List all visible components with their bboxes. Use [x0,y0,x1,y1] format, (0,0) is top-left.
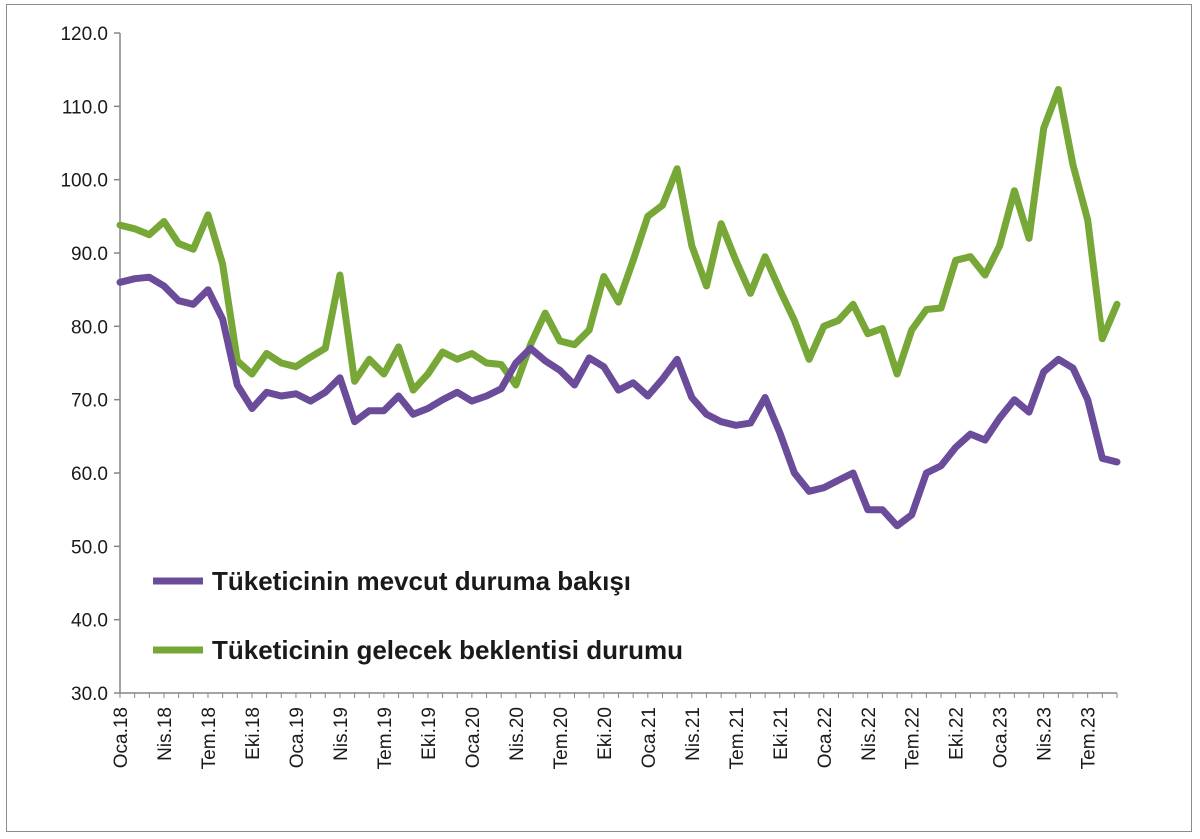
y-tick-label: 80.0 [71,317,108,338]
x-tick-label: Oca.18 [111,707,132,768]
legend: Tüketicinin mevcut duruma bakışı Tüketic… [153,566,683,665]
x-tick-label: Tem.22 [903,707,924,769]
y-tick-label: 60.0 [71,464,108,485]
y-tick-label: 90.0 [71,244,108,265]
legend-label-current: Tüketicinin mevcut duruma bakışı [212,566,631,596]
y-tick-label: 120.0 [60,24,108,45]
x-tick-label: Nis.21 [683,707,704,761]
x-tick-label: Tem.20 [551,707,572,769]
y-tick-label: 40.0 [71,611,108,632]
x-tick-label: Oca.19 [287,707,308,768]
x-tick-label: Nis.20 [507,707,528,761]
x-tick-label: Eki.21 [771,707,792,760]
y-tick-label: 100.0 [60,171,108,192]
y-tick-label: 110.0 [62,97,108,118]
x-tick-label: Eki.20 [595,707,616,760]
series-layer [116,86,1121,530]
x-tick-label: Tem.21 [727,707,748,769]
x-tick-label: Eki.19 [419,707,440,760]
x-tick-label: Oca.23 [991,707,1012,768]
y-tick-label: 70.0 [71,391,108,412]
x-tick-label: Eki.22 [947,707,968,760]
legend-label-future: Tüketicinin gelecek beklentisi durumu [212,635,683,665]
series-line-future [116,86,1121,394]
x-tick-label: Oca.20 [463,707,484,768]
chart-frame [6,4,1192,832]
x-tick-label: Nis.18 [155,707,176,761]
x-tick-label: Oca.21 [639,707,660,768]
x-tick-label: Tem.18 [199,707,220,769]
x-tick-label: Eki.18 [243,707,264,760]
x-tick-label: Nis.23 [1035,707,1056,761]
x-tick-label: Tem.23 [1079,707,1100,769]
series-line-current [116,273,1121,530]
y-tick-label: 50.0 [71,537,108,558]
x-tick-label: Oca.22 [815,707,836,768]
x-tick-label: Nis.19 [331,707,352,761]
y-tick-label: 30.0 [71,684,108,705]
x-tick-label: Nis.22 [859,707,880,761]
axes: 30.0 40.0 50.0 60.0 70.0 80.0 90.0 100.0 110.0 12… [60,24,1118,769]
x-tick-label: Tem.19 [375,707,396,769]
